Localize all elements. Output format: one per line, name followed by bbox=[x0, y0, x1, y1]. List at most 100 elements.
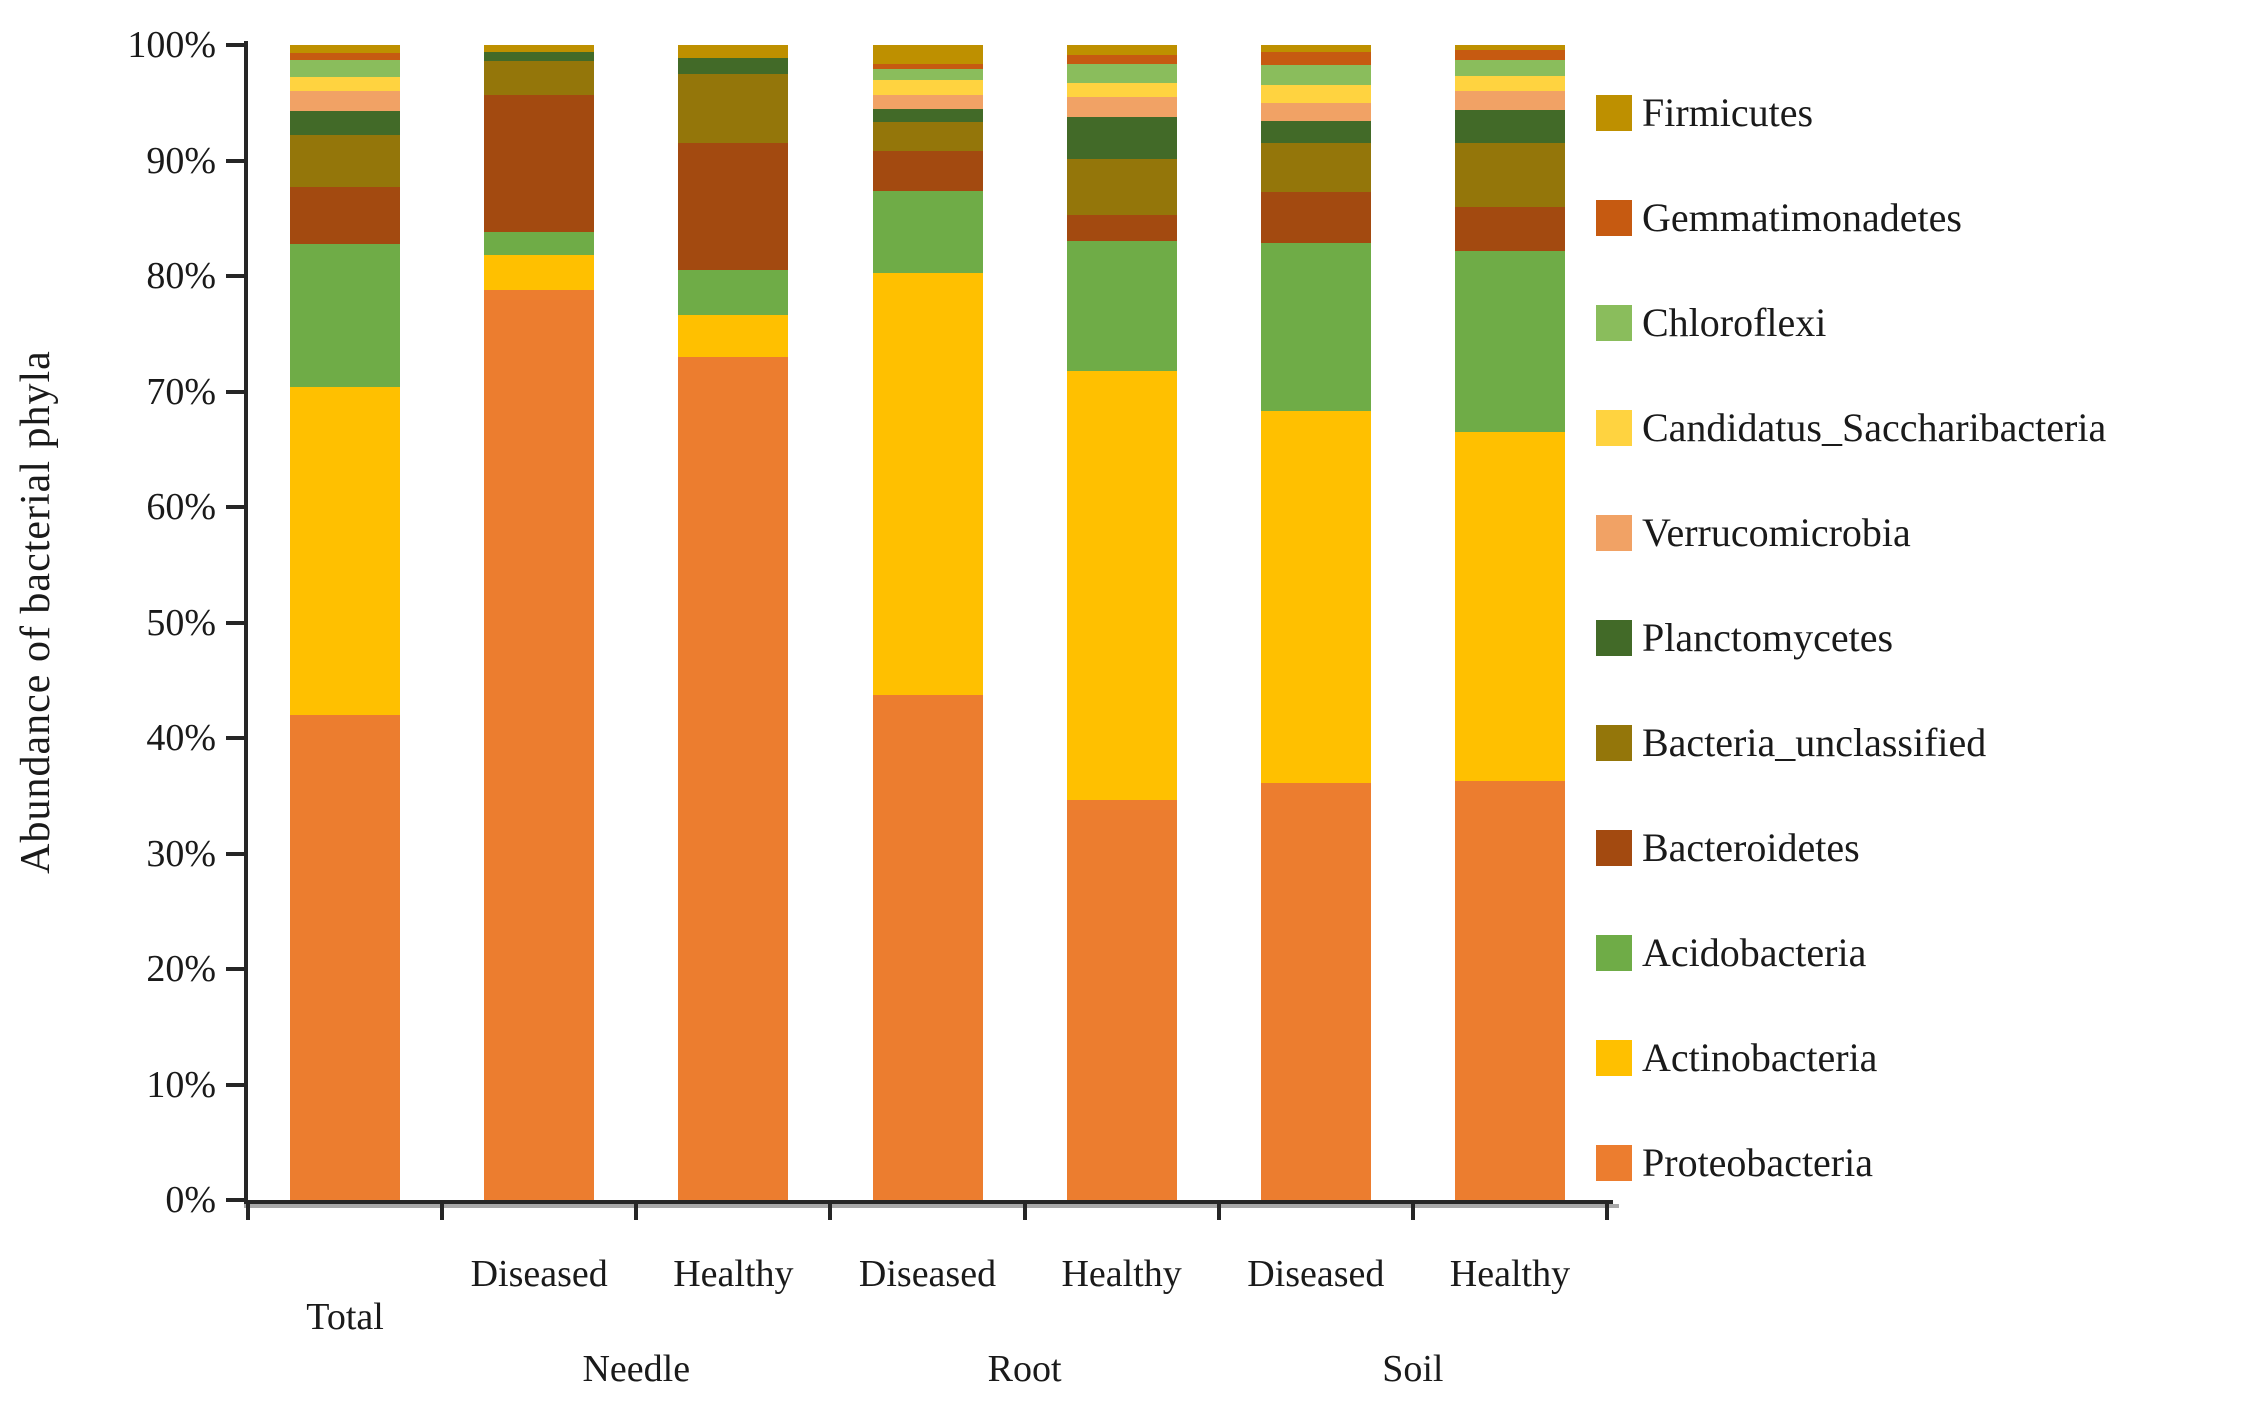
x-axis-tick bbox=[634, 1204, 639, 1220]
bar-segment-candidatus_saccharibacteria bbox=[1260, 85, 1371, 103]
legend-item-chloroflexi: Chloroflexi bbox=[1596, 270, 1826, 375]
bar-segment-bacteria_unclassified bbox=[678, 73, 789, 144]
legend-label: Gemmatimonadetes bbox=[1642, 194, 1962, 240]
legend-label: Chloroflexi bbox=[1642, 299, 1827, 345]
bar-segment-acidobacteria bbox=[1066, 241, 1177, 371]
bar-segment-firmicutes bbox=[872, 45, 983, 64]
legend-item-acidobacteria: Acidobacteria bbox=[1596, 900, 1866, 1005]
y-axis-tick-label: 60% bbox=[146, 486, 216, 528]
legend-item-actinobacteria: Actinobacteria bbox=[1596, 1005, 1877, 1110]
y-axis-tick-label: 20% bbox=[146, 948, 216, 990]
x-axis-shadow-line bbox=[244, 1204, 1619, 1208]
bar-segment-gemmatimonadetes bbox=[1454, 49, 1565, 61]
x-category-label: Healthy bbox=[1449, 1253, 1571, 1295]
bar-segment-chloroflexi bbox=[1066, 63, 1177, 84]
legend-item-verrucomicrobia: Verrucomicrobia bbox=[1596, 480, 1911, 585]
bar-segment-bacteria_unclassified bbox=[290, 135, 401, 188]
y-axis-tick bbox=[226, 158, 244, 163]
y-axis-tick-label: 50% bbox=[146, 601, 216, 644]
bar-healthy-6 bbox=[1454, 45, 1565, 1200]
legend-item-firmicutes: Firmicutes bbox=[1596, 60, 1813, 165]
bar-segment-firmicutes bbox=[290, 45, 401, 54]
bar-segment-bacteroidetes bbox=[1454, 206, 1565, 251]
x-axis-tick bbox=[1605, 1204, 1609, 1220]
y-axis-tick bbox=[226, 1082, 244, 1087]
bar-segment-gemmatimonadetes bbox=[290, 53, 401, 61]
bar-segment-verrucomicrobia bbox=[1260, 102, 1371, 122]
bar-segment-firmicutes bbox=[1260, 45, 1371, 52]
legend-swatch-icon bbox=[1596, 514, 1632, 551]
x-axis-tick bbox=[440, 1204, 445, 1220]
legend-swatch-icon bbox=[1596, 94, 1632, 131]
bar-segment-proteobacteria bbox=[1066, 800, 1177, 1200]
x-axis-tick bbox=[1410, 1204, 1415, 1220]
bar-segment-bacteria_unclassified bbox=[1454, 143, 1565, 207]
y-axis-tick bbox=[226, 274, 244, 278]
bar-segment-bacteroidetes bbox=[1066, 214, 1177, 242]
bar-segment-actinobacteria bbox=[1066, 370, 1177, 801]
y-axis-tick bbox=[226, 505, 244, 509]
bar-segment-firmicutes bbox=[1066, 45, 1177, 56]
bar-segment-acidobacteria bbox=[1260, 242, 1371, 412]
legend-label: Bacteria_unclassified bbox=[1642, 719, 1987, 765]
bar-segment-verrucomicrobia bbox=[1066, 97, 1177, 117]
bar-segment-candidatus_saccharibacteria bbox=[1454, 76, 1565, 92]
legend-swatch-icon bbox=[1596, 829, 1632, 866]
bar-segment-verrucomicrobia bbox=[290, 91, 401, 111]
legend-label: Verrucomicrobia bbox=[1642, 509, 1911, 555]
x-category-label: Total bbox=[306, 1296, 384, 1338]
bar-segment-chloroflexi bbox=[1260, 64, 1371, 86]
bar-diseased-5 bbox=[1260, 45, 1371, 1200]
x-axis-tick bbox=[1022, 1204, 1027, 1220]
bar-segment-actinobacteria bbox=[678, 315, 789, 357]
bar-segment-acidobacteria bbox=[290, 243, 401, 387]
bar-healthy-2 bbox=[678, 45, 789, 1200]
legend-swatch-icon bbox=[1596, 304, 1632, 341]
bar-segment-firmicutes bbox=[484, 45, 595, 52]
y-axis-tick-label: 10% bbox=[146, 1063, 216, 1106]
bar-segment-bacteria_unclassified bbox=[484, 61, 595, 95]
y-axis-tick-label: 0% bbox=[165, 1179, 216, 1221]
bar-segment-actinobacteria bbox=[290, 386, 401, 715]
y-axis-tick bbox=[226, 389, 244, 394]
bar-segment-bacteria_unclassified bbox=[872, 122, 983, 152]
x-axis-tick bbox=[1216, 1204, 1221, 1220]
legend-swatch-icon bbox=[1596, 934, 1632, 971]
x-group-label-root: Root bbox=[987, 1348, 1062, 1390]
bar-segment-chloroflexi bbox=[290, 60, 401, 78]
y-axis-tick-label: 80% bbox=[146, 255, 216, 297]
bar-segment-gemmatimonadetes bbox=[872, 63, 983, 70]
bar-segment-planctomycetes bbox=[678, 57, 789, 74]
legend-swatch-icon bbox=[1596, 724, 1632, 761]
legend-item-proteobacteria: Proteobacteria bbox=[1596, 1110, 1873, 1215]
y-axis-tick bbox=[226, 851, 244, 856]
bar-segment-chloroflexi bbox=[1454, 60, 1565, 77]
x-axis-tick bbox=[246, 1204, 250, 1220]
y-axis-line bbox=[244, 41, 248, 1204]
bar-segment-acidobacteria bbox=[872, 190, 983, 273]
bar-segment-bacteroidetes bbox=[678, 143, 789, 271]
y-axis-tick bbox=[226, 1198, 244, 1202]
bar-segment-acidobacteria bbox=[484, 232, 595, 256]
y-axis-tick-label: 90% bbox=[146, 139, 216, 182]
y-axis-tick bbox=[226, 43, 244, 47]
bar-segment-bacteria_unclassified bbox=[1260, 143, 1371, 192]
bar-segment-firmicutes bbox=[678, 45, 789, 58]
bar-segment-bacteroidetes bbox=[290, 187, 401, 244]
legend-label: Bacteroidetes bbox=[1642, 824, 1860, 870]
bar-segment-acidobacteria bbox=[678, 270, 789, 316]
legend-label: Planctomycetes bbox=[1642, 614, 1894, 660]
bar-segment-chloroflexi bbox=[872, 69, 983, 80]
x-category-label: Diseased bbox=[1247, 1253, 1385, 1295]
bar-segment-planctomycetes bbox=[484, 51, 595, 62]
bar-segment-actinobacteria bbox=[872, 272, 983, 696]
bar-segment-proteobacteria bbox=[484, 289, 595, 1200]
legend-item-bacteria_unclassified: Bacteria_unclassified bbox=[1596, 690, 1986, 795]
bar-total-0 bbox=[290, 45, 401, 1200]
bar-segment-actinobacteria bbox=[484, 255, 595, 290]
bar-segment-planctomycetes bbox=[1066, 116, 1177, 160]
x-category-label: Healthy bbox=[1061, 1253, 1182, 1295]
bar-segment-proteobacteria bbox=[290, 714, 401, 1200]
legend-swatch-icon bbox=[1596, 409, 1632, 446]
